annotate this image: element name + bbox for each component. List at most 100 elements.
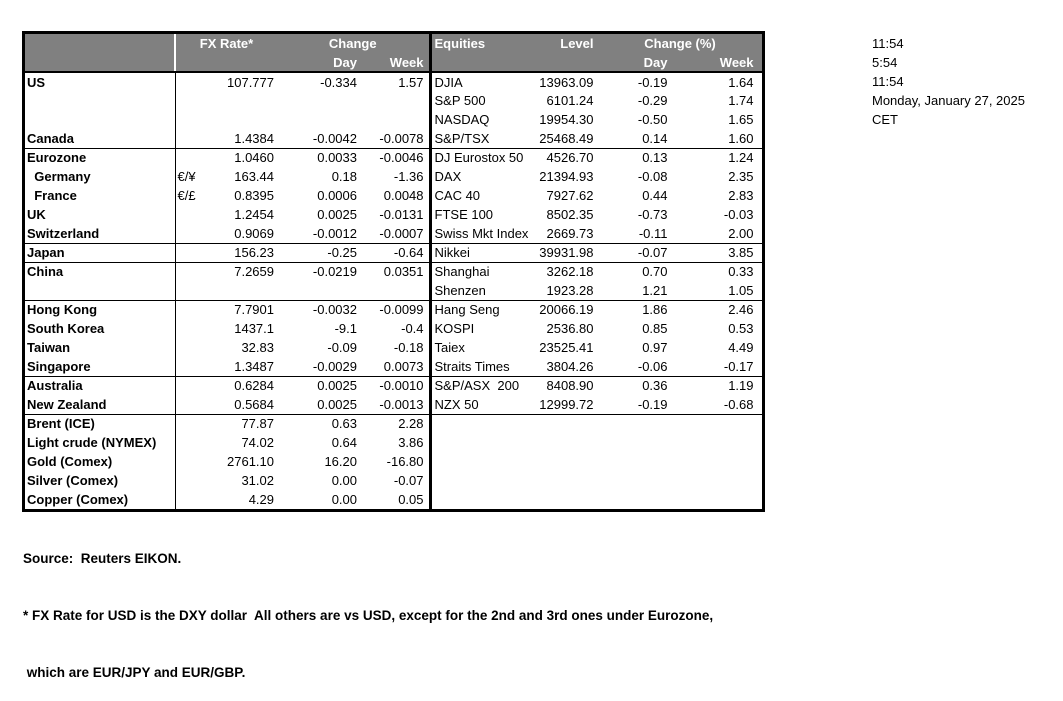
eq-cell-day: 0.85 bbox=[642, 321, 668, 336]
fx-cell-week: -16.80 bbox=[386, 454, 424, 469]
eq-cell-level: 3804.26 bbox=[546, 358, 594, 374]
fx-cell-day: -0.334 bbox=[320, 74, 357, 90]
eq-cell-day bbox=[599, 471, 675, 490]
fx-cell-label: US bbox=[25, 72, 176, 91]
fx-row-copper-comex: Copper (Comex) 4.29 0.00 0.05 bbox=[25, 490, 430, 509]
fx-cell-rate: 0.5684 bbox=[234, 396, 274, 412]
fx-cell-rate: 31.02 bbox=[241, 473, 274, 488]
eq-cell-label: S&P/TSX bbox=[434, 130, 490, 146]
eq-cell-label: KOSPI bbox=[434, 321, 475, 336]
eq-row-shenzen: Shenzen 1923.28 1.21 1.05 bbox=[432, 281, 762, 300]
fx-cell-label: France bbox=[25, 186, 176, 205]
fx-cell-week: 3.86 bbox=[398, 435, 424, 450]
fx-cell-week: 0.0351 bbox=[362, 261, 431, 281]
fx-cell-rate: 7.7901 bbox=[199, 299, 277, 319]
fx-cell-day: -0.0012 bbox=[312, 225, 357, 241]
equities-header-blank bbox=[431, 53, 527, 73]
equities-table: Equities Level Change (%) Day Week DJIA 1… bbox=[431, 34, 762, 509]
eq-row-hang-seng: Hang Seng 20066.19 1.86 2.46 bbox=[431, 299, 762, 319]
eq-cell-day: 0.70 bbox=[598, 261, 675, 281]
fx-cell-label: Canada bbox=[25, 129, 176, 148]
time-line-3: 11:54 bbox=[872, 74, 904, 89]
eq-cell-label: DJIA bbox=[434, 74, 463, 90]
fx-cell-rate bbox=[199, 91, 277, 110]
eq-cell-week bbox=[675, 452, 762, 471]
eq-cell-week: 2.35 bbox=[728, 169, 754, 184]
fx-cell-week: 0.05 bbox=[398, 492, 424, 507]
eq-cell-label: Shanghai bbox=[431, 261, 527, 281]
eq-cell-day: -0.73 bbox=[637, 207, 668, 222]
eq-cell-level: 21394.93 bbox=[539, 169, 594, 184]
eq-cell-week: 2.46 bbox=[674, 299, 762, 319]
fx-cell-day: 0.64 bbox=[331, 435, 357, 450]
eq-cell-week: 3.85 bbox=[674, 242, 762, 262]
fx-cell-day bbox=[277, 110, 362, 129]
fx-row-brent-ice: Brent (ICE) 77.87 0.63 2.28 bbox=[25, 413, 431, 433]
fx-cell-day: -0.09 bbox=[327, 340, 357, 355]
fx-cell-sym: €/¥ bbox=[177, 169, 196, 184]
eq-row-kospi: KOSPI 2536.80 0.85 0.53 bbox=[432, 319, 762, 338]
fx-cell-day bbox=[277, 281, 362, 300]
eq-cell-level: 6101.24 bbox=[546, 93, 594, 108]
fx-cell-label: Eurozone bbox=[25, 147, 176, 167]
fx-cell-sym bbox=[175, 299, 199, 319]
fx-cell-sym: €/£ bbox=[177, 188, 196, 203]
eq-row-cac-40: CAC 40 7927.62 0.44 2.83 bbox=[432, 186, 762, 205]
eq-cell-day: 1.21 bbox=[642, 282, 668, 298]
eq-cell-week: 4.49 bbox=[728, 340, 754, 355]
fx-row-japan: Japan 156.23 -0.25 -0.64 bbox=[25, 242, 431, 262]
eq-cell-week: 2.00 bbox=[728, 225, 754, 241]
eq-cell-week: -0.68 bbox=[723, 396, 754, 412]
eq-cell-day: -0.19 bbox=[637, 74, 668, 90]
fx-cell-day: 0.0025 bbox=[317, 207, 357, 222]
time-line-2: 5:54 bbox=[872, 55, 898, 70]
eq-cell-level: 2536.80 bbox=[546, 321, 594, 336]
fx-cell-label: Copper (Comex) bbox=[25, 490, 176, 509]
eq-cell-week: 1.60 bbox=[728, 130, 754, 146]
fx-cell-label: Switzerland bbox=[25, 224, 176, 243]
fx-cell-day: -0.0042 bbox=[312, 130, 357, 146]
fx-cell-sym bbox=[175, 261, 199, 281]
fx-row-canada: Canada 1.4384 -0.0042 -0.0078 bbox=[25, 129, 430, 148]
eq-row-dj-eurostox-50: DJ Eurostox 50 4526.70 0.13 1.24 bbox=[431, 147, 762, 167]
eq-cell-label: Nikkei bbox=[431, 242, 527, 262]
eq-cell-day: 0.44 bbox=[642, 188, 668, 203]
eq-cell-label: Straits Times bbox=[434, 358, 510, 374]
fx-cell-sym bbox=[175, 413, 199, 433]
eq-cell-level: 8502.35 bbox=[546, 207, 594, 222]
eq-cell-label bbox=[432, 471, 527, 490]
eq-cell-label: S&P/ASX 200 bbox=[431, 375, 527, 395]
time-line-1: 11:54 bbox=[872, 36, 904, 51]
eq-row-empty bbox=[432, 433, 762, 452]
fx-table: FX Rate* Change Day Week US 107.777 -0.334… bbox=[25, 34, 432, 509]
equities-day-header: Day bbox=[598, 53, 675, 73]
equities-level-header: Level bbox=[526, 34, 599, 53]
fx-cell-sym bbox=[175, 357, 199, 376]
eq-cell-week: 2.83 bbox=[728, 188, 754, 203]
eq-cell-level: 4526.70 bbox=[526, 147, 599, 167]
fx-row-empty bbox=[25, 281, 430, 300]
fx-cell-label bbox=[25, 281, 176, 300]
eq-row-swiss-mkt-index: Swiss Mkt Index 2669.73 -0.11 2.00 bbox=[432, 224, 762, 243]
fx-cell-label: Taiwan bbox=[25, 338, 176, 357]
eq-cell-day bbox=[599, 452, 675, 471]
eq-row-s-p-asx-200: S&P/ASX 200 8408.90 0.36 1.19 bbox=[431, 375, 762, 395]
eq-row-djia: DJIA 13963.09 -0.19 1.64 bbox=[432, 72, 762, 91]
eq-cell-label bbox=[431, 413, 527, 433]
fx-cell-week: -0.0013 bbox=[379, 396, 424, 412]
eq-cell-week: 1.65 bbox=[728, 112, 754, 127]
fx-cell-label: Singapore bbox=[25, 357, 176, 376]
fx-row-uk: UK 1.2454 0.0025 -0.0131 bbox=[25, 205, 430, 224]
eq-row-straits-times: Straits Times 3804.26 -0.06 -0.17 bbox=[432, 357, 762, 376]
eq-cell-label: NASDAQ bbox=[434, 112, 490, 127]
equities-header-row-1: Equities Level Change (%) bbox=[431, 34, 762, 53]
eq-cell-week bbox=[675, 471, 762, 490]
fx-cell-week: -0.4 bbox=[401, 321, 424, 336]
footnotes: Source: Reuters EIKON. * FX Rate for USD… bbox=[23, 511, 713, 701]
fx-cell-day: -0.0029 bbox=[312, 358, 357, 374]
eq-row-empty bbox=[432, 471, 762, 490]
eq-cell-day: 0.14 bbox=[642, 130, 668, 146]
fx-cell-day: 0.0006 bbox=[317, 188, 357, 203]
fx-cell-rate: 1.2454 bbox=[234, 207, 274, 222]
eq-cell-level: 39931.98 bbox=[526, 242, 599, 262]
